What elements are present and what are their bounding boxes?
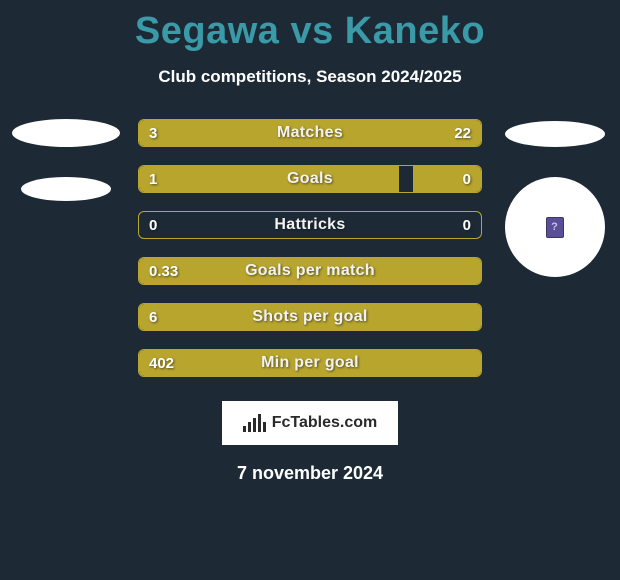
snapshot-date: 7 november 2024 <box>0 463 620 484</box>
branding-panel: FcTables.com <box>222 401 398 445</box>
stat-bar: 6Shots per goal <box>138 303 482 331</box>
page-title: Segawa vs Kaneko <box>0 0 620 53</box>
stat-bar: 402Min per goal <box>138 349 482 377</box>
player-right-avatars: ? <box>497 107 612 277</box>
stat-label: Hattricks <box>139 212 481 238</box>
brand-text: FcTables.com <box>272 414 378 432</box>
stat-bars: 322Matches 10Goals 00Hattricks 0.33Goals pe… <box>138 119 482 395</box>
club-circle: ? <box>505 177 605 277</box>
stat-label: Matches <box>139 120 481 146</box>
comparison-area: ? 322Matches 10Goals 00Hattricks 0.33Goals … <box>0 107 620 397</box>
page-subtitle: Club competitions, Season 2024/2025 <box>0 67 620 87</box>
club-badge-icon: ? <box>546 217 564 238</box>
stat-bar: 10Goals <box>138 165 482 193</box>
stat-label: Shots per goal <box>139 304 481 330</box>
brand-bars-icon <box>243 414 266 432</box>
player-left-avatars <box>8 107 123 201</box>
stat-bar: 0.33Goals per match <box>138 257 482 285</box>
stat-label: Min per goal <box>139 350 481 376</box>
stat-bar: 322Matches <box>138 119 482 147</box>
avatar-ellipse <box>21 177 111 201</box>
stat-bar: 00Hattricks <box>138 211 482 239</box>
stat-label: Goals per match <box>139 258 481 284</box>
avatar-ellipse <box>505 121 605 147</box>
stat-label: Goals <box>139 166 481 192</box>
avatar-ellipse <box>12 119 120 147</box>
